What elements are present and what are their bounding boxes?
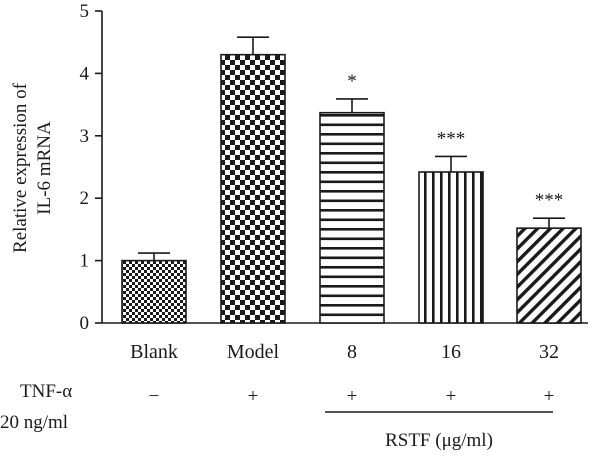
treatment-sign: + (347, 386, 358, 407)
x-category-label: 16 (441, 341, 461, 363)
y-axis-title-line2: IL-6 mRNA (34, 121, 55, 215)
significance-label: *** (535, 190, 564, 211)
treatment-sign: + (446, 386, 457, 407)
treatment-sign: − (149, 386, 160, 407)
y-tick-label: 4 (80, 63, 90, 84)
x-category-label: 32 (539, 341, 559, 363)
y-axis-title-line1: Relative expression of (10, 82, 31, 253)
significance-label: *** (437, 128, 466, 149)
y-tick-label: 0 (80, 313, 90, 334)
y-tick-label: 5 (80, 1, 90, 22)
tnf-label: TNF-α (20, 381, 72, 402)
significance-label: * (347, 71, 357, 92)
bar-8 (319, 111, 385, 324)
treatment-sign: + (544, 386, 555, 407)
x-category-label: 8 (347, 341, 357, 363)
y-ticks: 0 1 2 3 4 5 (80, 1, 102, 334)
x-category-label: Model (227, 341, 280, 363)
bars: ******* (121, 36, 582, 324)
dose-label: 20 ng/ml (0, 412, 68, 433)
bar-model (220, 53, 286, 324)
x-category-labels: Blank Model 8 16 32 (130, 341, 559, 363)
y-tick-label: 3 (80, 126, 90, 147)
rstf-group-label: RSTF (μg/ml) (385, 430, 493, 451)
y-tick-label: 1 (80, 251, 90, 272)
y-tick-label: 2 (80, 188, 90, 209)
x-category-label: Blank (130, 341, 178, 363)
treatment-signs: − + + + + (149, 386, 555, 407)
treatment-sign: + (248, 386, 259, 407)
bar-blank (121, 259, 187, 324)
bar-16 (418, 171, 484, 324)
bar-32 (516, 227, 582, 324)
